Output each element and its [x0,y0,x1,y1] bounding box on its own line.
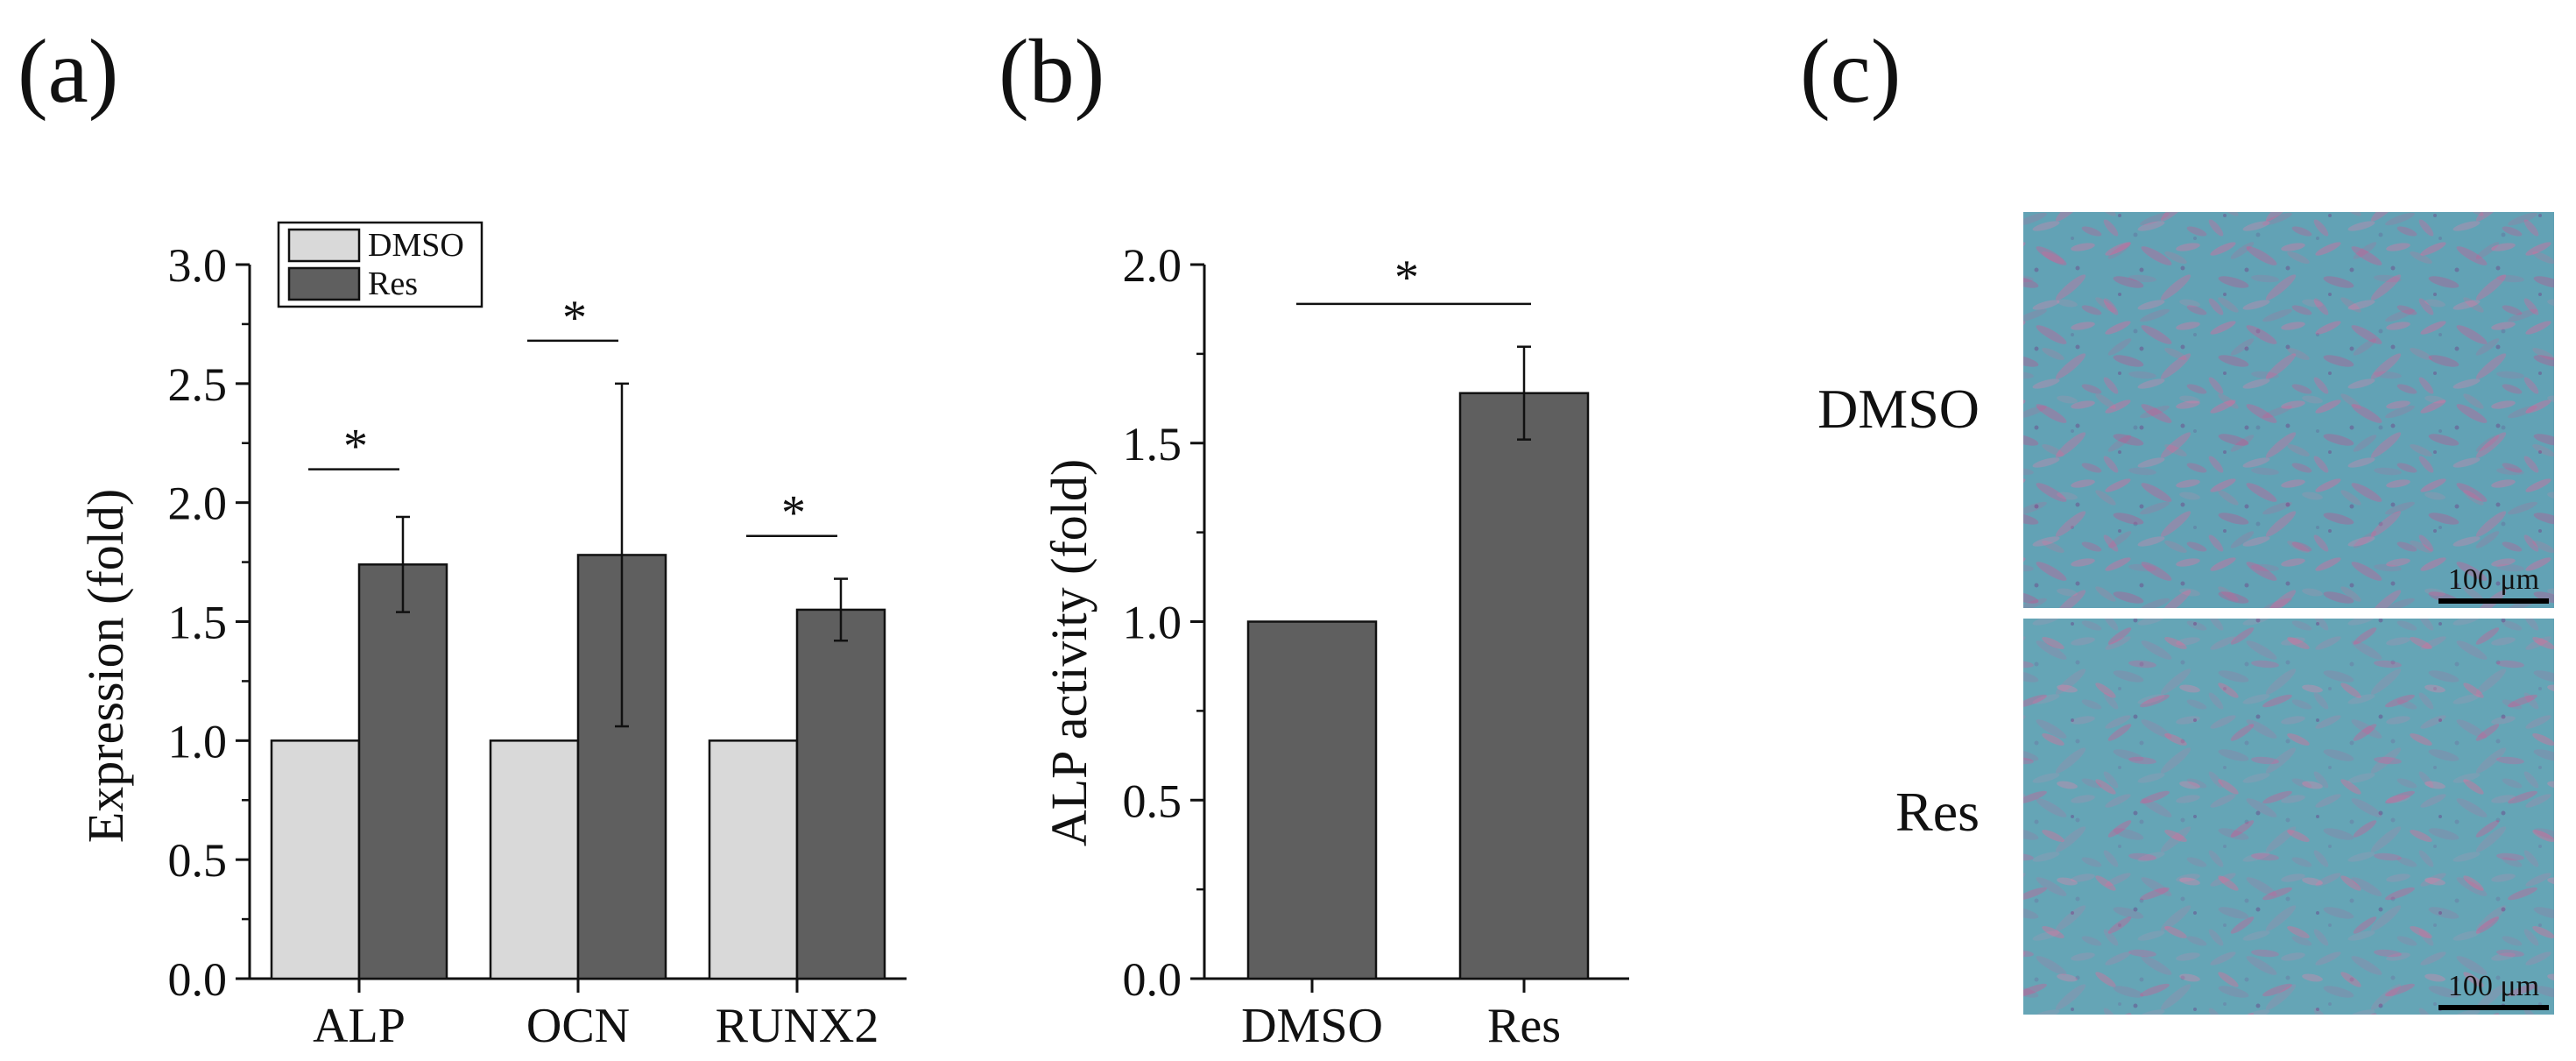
panel-b-label: (b) [999,21,1105,122]
chart-a-ytick-label: 1.0 [168,715,228,767]
chart-a: 0.0 0.5 1.0 1.5 2.0 2.5 3.0 ALP * OCN * RUNX2 * DMSOR… [77,221,907,1053]
chart-b-significance-star: * [1394,251,1419,305]
chart-a-legend-label-res: Res [368,265,418,302]
chart-a-significance-star: * [562,291,587,345]
chart-a-bar-dmso-runx2 [708,739,799,980]
chart-b-bar-res [1458,392,1590,980]
chart-b-ytick-label: 1.5 [1123,418,1182,470]
chart-a-significance-star: * [343,420,368,474]
scale-label-dmso: 100 μm [2448,563,2539,596]
chart-b-ytick-label: 0.0 [1123,953,1182,1006]
chart-a-ytick-label: 3.0 [168,239,228,292]
chart-a-ytick-label: 0.5 [168,834,228,887]
chart-b-xtick-label: DMSO [1241,999,1383,1053]
chart-a-ytick-label: 0.0 [168,953,228,1006]
micrograph-res [2023,619,2554,1015]
chart-a-legend-swatch-dmso [287,228,361,263]
chart-a-xtick-label: ALP [313,999,406,1053]
chart-b-ytick-label: 1.0 [1123,597,1182,649]
chart-a-ytick-label: 2.0 [168,477,228,530]
chart-b-bar-dmso [1246,620,1378,980]
chart-a-ytick-label: 2.5 [168,358,228,411]
chart-b-ytick-label: 2.0 [1123,239,1182,292]
chart-b-ylabel: ALP activity (fold) [1041,459,1097,846]
chart-a-bar-res-alp [357,563,448,980]
micrograph-dmso [2023,212,2554,608]
chart-b: 0.0 0.5 1.0 1.5 2.0 DMSO Res * ALP activity (fo… [1041,239,1629,1053]
chart-b-ytick-label: 0.5 [1123,775,1182,827]
chart-a-bar-dmso-ocn [489,739,580,980]
chart-a-ylabel: Expression (fold) [77,489,134,843]
chart-a-bar-res-runx2 [795,608,886,980]
micrograph-label-dmso: DMSO [1817,378,1980,440]
chart-b-xtick-label: Res [1487,999,1561,1053]
chart-a-xtick-label: RUNX2 [716,999,879,1053]
scale-label-res: 100 μm [2448,970,2539,1002]
micrograph-label-res: Res [1895,781,1980,843]
chart-a-significance-star: * [781,486,806,541]
chart-a-xtick-label: OCN [526,999,630,1053]
chart-a-legend-swatch-res [287,266,361,301]
chart-a-ytick-label: 1.5 [168,597,228,649]
panel-c-label: (c) [1800,21,1902,122]
chart-a-legend-label-dmso: DMSO [368,227,464,264]
chart-a-bar-dmso-alp [270,739,361,980]
panel-a-label: (a) [18,21,119,122]
